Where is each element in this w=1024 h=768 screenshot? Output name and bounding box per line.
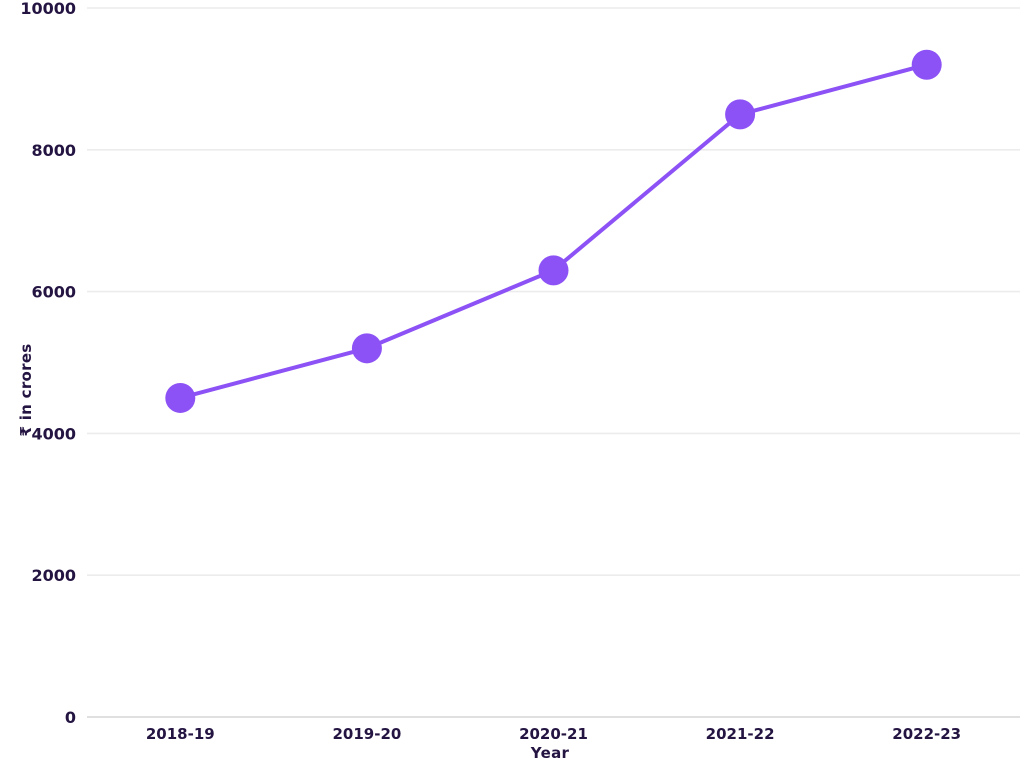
y-axis-title: ₹ in crores xyxy=(17,343,35,437)
x-axis-title: Year xyxy=(530,744,570,762)
x-tick-label: 2022-23 xyxy=(892,725,961,743)
data-point xyxy=(165,382,196,413)
y-tick-label: 0 xyxy=(65,708,76,727)
data-point xyxy=(351,333,382,364)
y-tick-label: 2000 xyxy=(31,566,76,585)
x-tick-label: 2018-19 xyxy=(146,725,215,743)
series-line xyxy=(178,62,929,400)
x-tick-label: 2020-21 xyxy=(519,725,588,743)
data-point xyxy=(725,99,756,130)
y-tick-label: 10000 xyxy=(20,0,76,18)
y-tick-label: 8000 xyxy=(31,141,76,160)
x-tick-label: 2019-20 xyxy=(332,725,401,743)
y-tick-label: 4000 xyxy=(31,424,76,443)
data-point xyxy=(911,49,942,80)
x-tick-label: 2021-22 xyxy=(706,725,775,743)
data-point xyxy=(538,255,569,286)
y-tick-label: 6000 xyxy=(31,283,76,302)
